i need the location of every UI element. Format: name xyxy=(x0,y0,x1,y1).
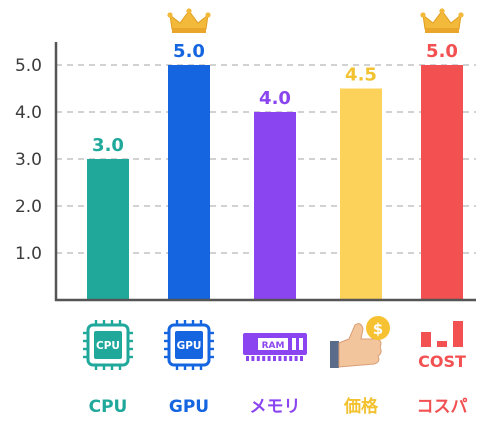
gpu-chip-icon: GPU xyxy=(164,320,214,370)
value-label: 5.0 xyxy=(426,41,458,62)
category-label: メモリ xyxy=(250,397,301,417)
category-label: CPU xyxy=(89,397,128,417)
crown-icon xyxy=(420,8,464,33)
category-label: GPU xyxy=(169,397,209,417)
bar-2 xyxy=(168,65,210,300)
value-label: 4.0 xyxy=(259,88,291,109)
ram-module-icon: RAM xyxy=(243,333,307,361)
crown-icon xyxy=(167,8,211,33)
value-label: 5.0 xyxy=(173,41,205,62)
bar-1 xyxy=(87,159,129,300)
y-tick-label: 4.0 xyxy=(15,103,42,123)
bar-4 xyxy=(340,88,382,300)
category-label: コスパ xyxy=(417,397,468,417)
category-label: 価格 xyxy=(343,396,379,417)
icon-text: $ xyxy=(373,320,383,338)
value-label: 4.5 xyxy=(345,65,377,86)
value-label: 3.0 xyxy=(92,135,124,156)
y-tick-label: 3.0 xyxy=(15,150,42,170)
cost-bars-icon: COST xyxy=(418,321,466,371)
y-tick-label: 2.0 xyxy=(15,197,42,217)
y-tick-label: 5.0 xyxy=(15,56,42,76)
thumbs-up-coin-icon: $ xyxy=(330,316,390,368)
icon-text: GPU xyxy=(177,340,202,352)
y-tick-label: 1.0 xyxy=(15,244,42,264)
icon-text: COST xyxy=(418,352,466,371)
bar-3 xyxy=(254,112,296,300)
cpu-chip-icon: CPU xyxy=(83,320,133,370)
bar-5 xyxy=(421,65,463,300)
icon-text: CPU xyxy=(96,340,120,352)
icon-text: RAM xyxy=(262,341,285,351)
